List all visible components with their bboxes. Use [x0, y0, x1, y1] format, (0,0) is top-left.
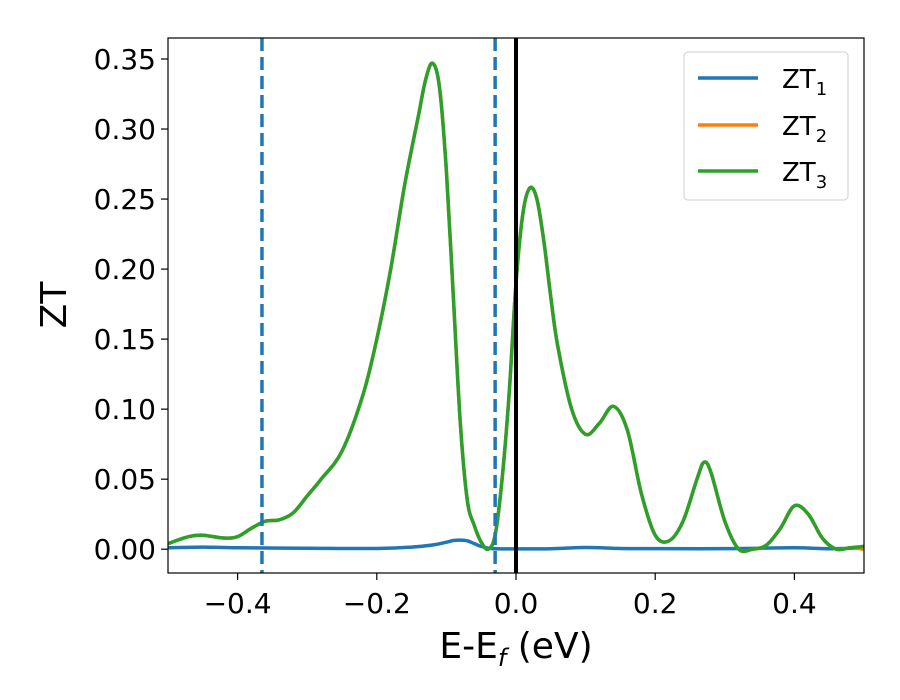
y-tick-label: 0.05: [94, 463, 156, 496]
legend-label-zt1-sub: 1: [816, 79, 827, 100]
y-axis-label: ZT: [34, 281, 75, 329]
x-axis-label: E-Ef (eV): [439, 626, 592, 672]
x-tick-label: −0.4: [204, 587, 272, 620]
legend-label-zt3-main: ZT: [782, 158, 816, 188]
legend: ZT1 ZT2 ZT3: [683, 51, 849, 201]
x-tick-label: 0.4: [772, 587, 817, 620]
y-tick-label: 0.15: [94, 323, 156, 356]
legend-label-zt2-sub: 2: [816, 126, 827, 147]
series-layer: [168, 61, 864, 554]
x-axis-label-main: E-E: [439, 626, 497, 667]
y-tick-label: 0.25: [94, 183, 156, 216]
x-tick-label: 0.0: [494, 587, 539, 620]
x-tick-label: −0.2: [343, 587, 411, 620]
legend-label-zt3: ZT3: [782, 158, 827, 193]
x-axis-label-unit: (eV): [506, 626, 592, 667]
x-axis-ticks: −0.4 −0.2 0.0 0.2 0.4: [204, 573, 817, 620]
legend-label-zt2: ZT2: [782, 112, 827, 147]
legend-label-zt3-sub: 3: [816, 172, 827, 193]
y-tick-label: 0.30: [94, 113, 156, 146]
y-tick-label: 0.10: [94, 393, 156, 426]
legend-box: [683, 51, 849, 201]
x-tick-label: 0.2: [633, 587, 678, 620]
series-line-zt1: [168, 538, 864, 551]
legend-label-zt1-main: ZT: [782, 65, 816, 95]
y-tick-label: 0.00: [94, 533, 156, 566]
plot-area: [168, 38, 864, 573]
legend-label-zt2-main: ZT: [782, 112, 816, 142]
reference-lines: [260, 38, 518, 573]
y-tick-label: 0.20: [94, 253, 156, 286]
y-axis-ticks: 0.00 0.05 0.10 0.15 0.20 0.25 0.30 0.35: [94, 43, 168, 566]
series-line-zt3: [168, 61, 864, 554]
y-tick-label: 0.35: [94, 43, 156, 76]
legend-label-zt1: ZT1: [782, 65, 827, 100]
